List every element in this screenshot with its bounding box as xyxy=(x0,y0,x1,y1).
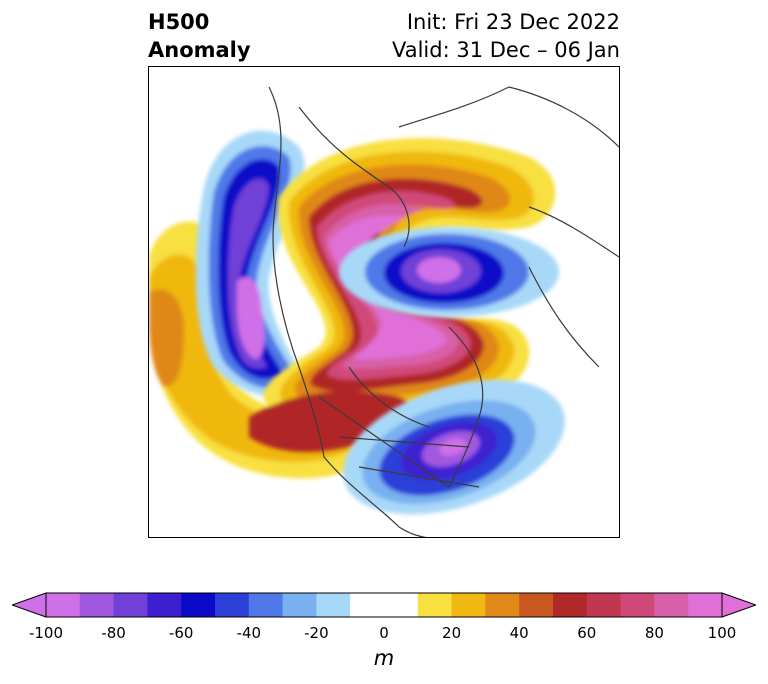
colorbar-cell xyxy=(147,593,182,617)
colorbar-cell xyxy=(451,593,486,617)
colorbar-units: m xyxy=(373,646,395,670)
colorbar-cell xyxy=(485,593,520,617)
init-date: Init: Fri 23 Dec 2022 xyxy=(406,10,620,34)
map-title: H500 Anomaly xyxy=(148,8,251,64)
colorbar-tick-label: 40 xyxy=(509,624,529,642)
colorbar-cell xyxy=(350,593,385,617)
colorbar-cell xyxy=(248,593,284,617)
colorbar-cell xyxy=(553,593,588,617)
colorbar-cell xyxy=(654,593,689,617)
coastlines xyxy=(268,86,619,537)
colorbar-cell xyxy=(519,593,554,617)
colorbar-cell xyxy=(316,593,351,617)
title-line-2: Anomaly xyxy=(148,38,251,62)
colorbar-extend-low xyxy=(12,592,47,618)
colorbar-cell xyxy=(620,593,655,617)
anomaly-map-canvas xyxy=(149,86,619,537)
colorbar-cells xyxy=(46,593,723,617)
valid-range: Valid: 31 Dec – 06 Jan xyxy=(391,38,620,62)
colorbar-cell xyxy=(688,593,723,617)
colorbar-cell xyxy=(79,593,115,617)
colorbar-cell xyxy=(282,593,317,617)
colorbar-cell xyxy=(417,593,453,617)
colorbar-tick-label: -40 xyxy=(236,624,262,642)
positive-anomaly-central-ridge xyxy=(249,137,556,452)
colorbar-tick-label: -60 xyxy=(168,624,194,642)
colorbar-extend-high xyxy=(721,592,756,618)
colorbar-cell xyxy=(181,593,216,617)
colorbar-cell xyxy=(215,593,250,617)
colorbar-cell xyxy=(46,593,81,617)
colorbar-outline xyxy=(45,592,723,618)
colorbar-tick-label: 80 xyxy=(644,624,664,642)
anomaly-map xyxy=(148,66,620,538)
colorbar-cell xyxy=(384,593,419,617)
negative-anomaly-north-low xyxy=(339,227,559,317)
colorbar-tick-label: 100 xyxy=(707,624,737,642)
colorbar-tick-label: -20 xyxy=(304,624,329,642)
colorbar-tick-label: 20 xyxy=(442,624,462,642)
colorbar-tick-label: 0 xyxy=(379,624,389,642)
colorbar-cell xyxy=(113,593,148,617)
colorbar xyxy=(12,592,756,618)
colorbar-tick-label: -100 xyxy=(28,624,64,642)
negative-anomaly-west-trough xyxy=(195,130,309,398)
date-info: Init: Fri 23 Dec 2022 Valid: 31 Dec – 06… xyxy=(392,8,620,64)
title-line-1: H500 xyxy=(148,10,210,34)
colorbar-tick-label: -80 xyxy=(101,624,126,642)
colorbar-tick-label: 60 xyxy=(577,624,597,642)
colorbar-cell xyxy=(586,593,622,617)
